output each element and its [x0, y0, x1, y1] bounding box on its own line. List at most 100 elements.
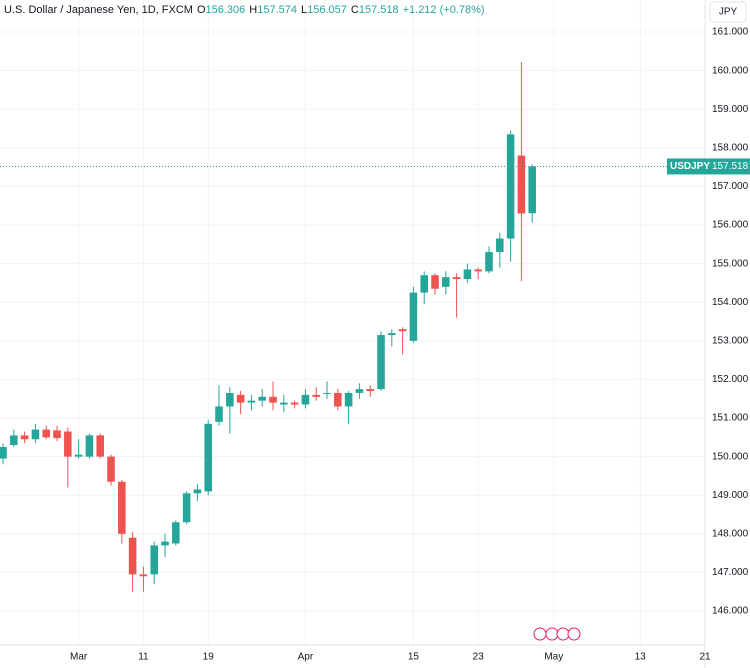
event-icon [533, 627, 547, 641]
candle-body [215, 406, 223, 422]
x-tick-label: Apr [298, 652, 314, 663]
ohlc-value: 156.057 [307, 4, 347, 16]
candle-body [452, 277, 461, 280]
grid [0, 0, 706, 645]
candle-body [247, 400, 256, 403]
y-tick-label: 157.000 [712, 181, 749, 192]
candle-body [463, 269, 472, 280]
y-tick-label: 161.000 [712, 27, 749, 38]
candle-body [118, 481, 126, 534]
candle-body [366, 389, 374, 392]
candle-body [85, 435, 94, 457]
y-tick-label: 158.000 [712, 142, 749, 153]
candle-body [431, 275, 439, 289]
candle-body [485, 252, 493, 272]
x-tick-label: 19 [203, 652, 215, 663]
candle-body [269, 396, 277, 403]
candle-body [323, 392, 331, 394]
y-tick-label: 159.000 [712, 104, 749, 115]
y-tick-label: 148.000 [712, 528, 749, 539]
y-tick-label: 147.000 [712, 567, 749, 578]
y-tick-label: 146.000 [712, 606, 749, 617]
candle-body [64, 431, 72, 457]
x-tick-label: May [544, 652, 563, 663]
candle-body [442, 277, 450, 287]
y-tick-label: 156.000 [712, 220, 749, 231]
candle-body [355, 389, 364, 393]
x-tick-label: 23 [473, 652, 485, 663]
ohlc-key: C [351, 4, 359, 16]
candle-body [150, 545, 158, 575]
ohlc-value: 157.574 [257, 4, 297, 16]
ohlc: O156.306 H157.574 L156.057 C157.518 [197, 4, 399, 16]
candle-body [377, 335, 385, 390]
events [533, 627, 581, 641]
x-tick-label: 15 [408, 652, 420, 663]
candle-body [398, 329, 407, 332]
candle-body [474, 269, 482, 272]
y-tick-label: 149.000 [712, 490, 749, 501]
candle-body [74, 454, 83, 457]
candle-body [139, 574, 148, 577]
candle-body [496, 238, 504, 253]
x-tick-label: Mar [70, 652, 88, 663]
ohlc-key: H [249, 4, 257, 16]
y-tick-label: 152.000 [712, 374, 749, 385]
symbol-title: U.S. Dollar / Japanese Yen, 1D, FXCM [4, 4, 193, 16]
candle-body [258, 396, 266, 401]
currency[interactable]: JPY [719, 7, 738, 18]
candle-body [334, 392, 342, 407]
price-tag-value: 157.518 [712, 161, 749, 172]
y-tick-label: 151.000 [712, 413, 749, 424]
ohlc-key: L [301, 4, 307, 16]
candle-body [420, 275, 428, 293]
x-tick-label: 21 [699, 652, 711, 663]
event-icon [556, 627, 570, 641]
candle-body [204, 423, 212, 492]
candle-body [42, 429, 51, 438]
y-tick-label: 155.000 [712, 258, 749, 269]
candle-body [172, 522, 180, 544]
candle-body [409, 292, 418, 341]
x-tick-label: 11 [138, 652, 149, 663]
y-tick-label: 153.000 [712, 335, 749, 346]
candle-body [128, 537, 137, 575]
x-tick-label: 13 [635, 652, 647, 663]
candle-body [20, 435, 29, 440]
candle-body [10, 435, 18, 446]
candle-body [517, 155, 526, 214]
ohlc-value: 156.306 [206, 4, 246, 16]
candle-body [528, 166, 536, 214]
candle-body [53, 430, 61, 439]
chart-title: U.S. Dollar / Japanese Yen, 1D, FXCM O156… [4, 4, 485, 16]
change: +1.212 (+0.78%) [403, 4, 485, 16]
ohlc-value: 157.518 [359, 4, 399, 16]
candle-body [226, 392, 234, 407]
candle-body [280, 402, 288, 405]
candle-body [31, 429, 40, 440]
y-tick-label: 154.000 [712, 297, 749, 308]
candle-body [0, 446, 7, 459]
candles [0, 62, 536, 592]
price-tag-symbol: USDJPY [670, 161, 710, 172]
candle-body [388, 333, 396, 336]
y-tick-label: 160.000 [712, 65, 749, 76]
currency-button[interactable] [709, 1, 747, 23]
candle-body [161, 541, 169, 546]
price-tag [667, 158, 750, 175]
event-icon [567, 627, 581, 641]
candle-body [96, 435, 105, 457]
candle-body [107, 456, 115, 482]
y-tick-label: 150.000 [712, 451, 749, 462]
candle-body [182, 493, 191, 523]
candle-body [236, 394, 245, 403]
candle-body [344, 392, 353, 407]
candle-body [193, 489, 202, 494]
event-icon [545, 627, 559, 641]
candle-body [506, 134, 515, 239]
candle-body [301, 394, 310, 405]
candle-body [312, 394, 320, 397]
ohlc-key: O [197, 4, 206, 16]
candle-body [290, 402, 299, 405]
